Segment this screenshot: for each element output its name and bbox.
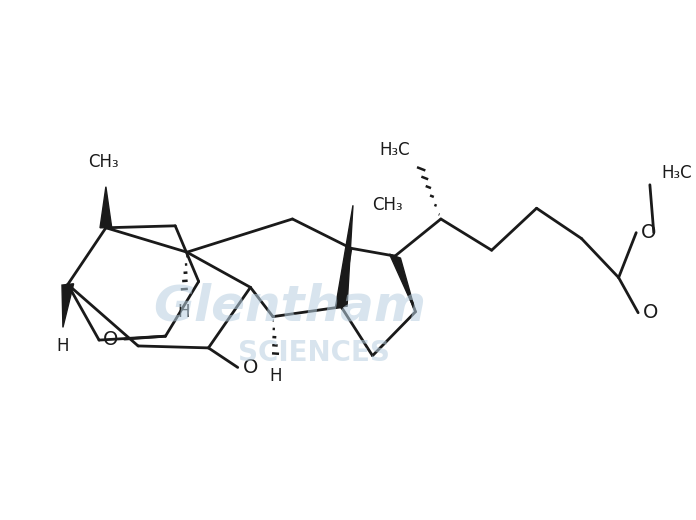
- Text: H: H: [177, 303, 190, 321]
- Polygon shape: [335, 205, 353, 307]
- Text: O: O: [243, 358, 258, 377]
- Text: H: H: [56, 337, 69, 355]
- Text: H₃C: H₃C: [379, 141, 410, 160]
- Text: CH₃: CH₃: [88, 153, 119, 171]
- Text: CH₃: CH₃: [372, 197, 403, 214]
- Polygon shape: [390, 254, 416, 312]
- Text: O: O: [103, 330, 118, 348]
- Text: O: O: [641, 223, 656, 242]
- Polygon shape: [100, 187, 112, 228]
- Text: SCIENCES: SCIENCES: [238, 339, 390, 367]
- Polygon shape: [62, 284, 74, 328]
- Text: H: H: [269, 368, 282, 385]
- Text: Glentham: Glentham: [153, 283, 426, 331]
- Text: O: O: [643, 303, 658, 322]
- Text: H₃C: H₃C: [662, 164, 693, 182]
